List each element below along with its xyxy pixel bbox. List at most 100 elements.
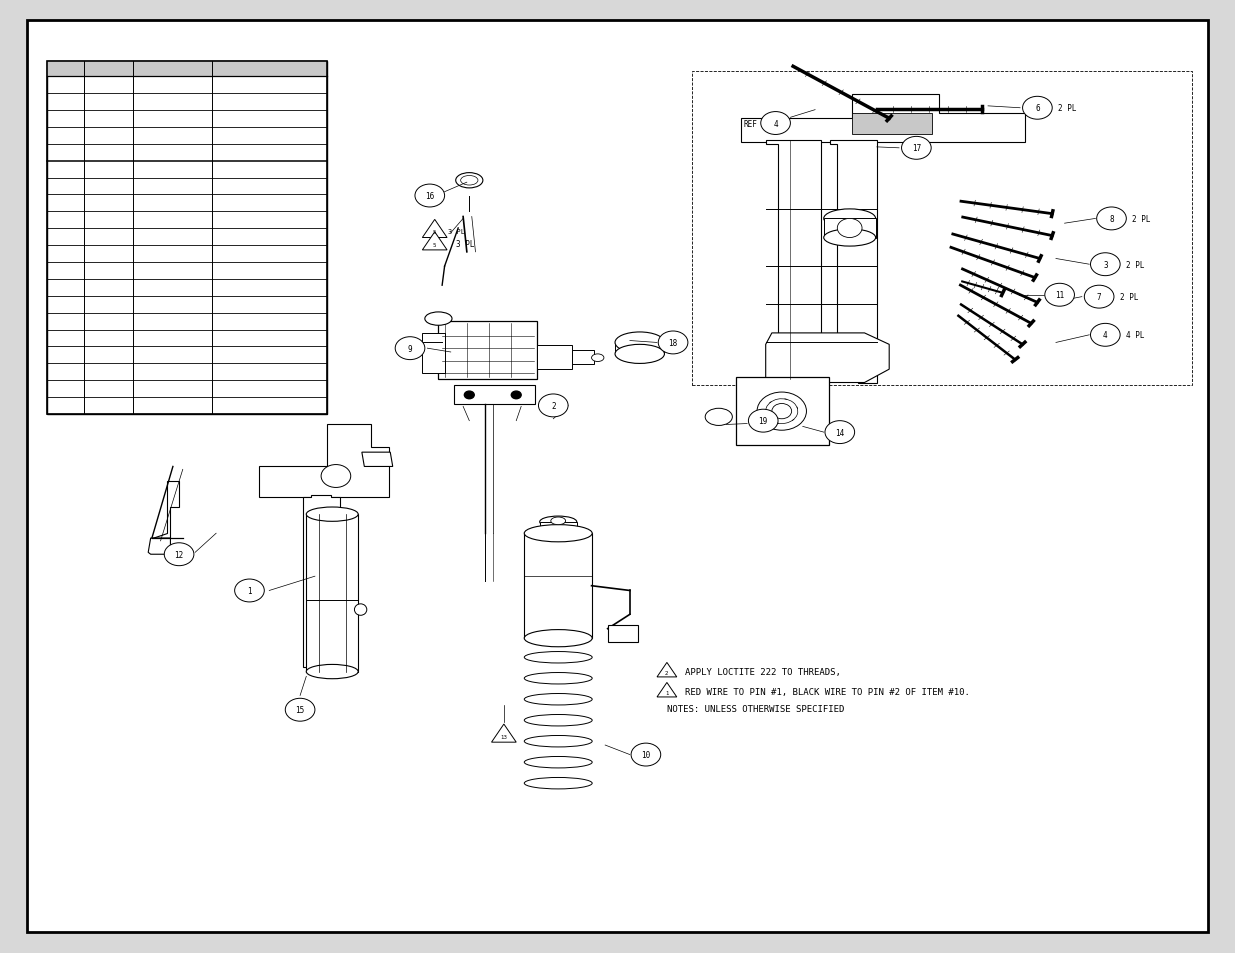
Circle shape (761, 112, 790, 135)
Bar (572, 351, 594, 365)
Polygon shape (766, 334, 889, 383)
Text: NOTES: UNLESS OTHERWISE SPECIFIED: NOTES: UNLESS OTHERWISE SPECIFIED (667, 704, 845, 714)
Ellipse shape (824, 210, 876, 229)
Polygon shape (830, 141, 877, 383)
Text: 9: 9 (408, 344, 412, 354)
Circle shape (464, 392, 474, 399)
Circle shape (511, 392, 521, 399)
Circle shape (837, 219, 862, 238)
Circle shape (321, 465, 351, 488)
Circle shape (1084, 286, 1114, 309)
Text: 6: 6 (1035, 104, 1040, 113)
Bar (852, 114, 932, 135)
Text: 18: 18 (668, 338, 678, 348)
Bar (608, 625, 638, 642)
Circle shape (772, 404, 792, 419)
Text: RED WIRE TO PIN #1, BLACK WIRE TO PIN #2 OF ITEM #10.: RED WIRE TO PIN #1, BLACK WIRE TO PIN #2… (685, 687, 971, 697)
Text: 12: 12 (174, 550, 184, 559)
Text: 5: 5 (433, 230, 436, 235)
Text: 3 PL: 3 PL (456, 239, 474, 249)
Text: 14: 14 (835, 428, 845, 437)
Text: 2: 2 (666, 670, 668, 675)
Text: 16: 16 (425, 192, 435, 201)
Circle shape (288, 700, 312, 720)
Bar (692, 71, 1192, 386)
Circle shape (1045, 284, 1074, 307)
Text: 1: 1 (247, 586, 252, 596)
Ellipse shape (354, 604, 367, 616)
Polygon shape (259, 424, 389, 497)
Polygon shape (492, 724, 516, 742)
Ellipse shape (425, 313, 452, 326)
Text: REF: REF (743, 119, 757, 129)
Bar (438, 322, 537, 379)
Ellipse shape (540, 517, 577, 528)
Ellipse shape (525, 525, 593, 542)
Circle shape (538, 395, 568, 417)
Circle shape (415, 185, 445, 208)
Polygon shape (362, 453, 393, 467)
Bar (615, 343, 664, 355)
Circle shape (285, 699, 315, 721)
Text: 4: 4 (1103, 331, 1108, 340)
Circle shape (1023, 97, 1052, 120)
Text: 17: 17 (911, 144, 921, 153)
Bar (47, 62, 327, 77)
Circle shape (1097, 208, 1126, 231)
Ellipse shape (824, 230, 876, 247)
Circle shape (395, 337, 425, 360)
Ellipse shape (551, 517, 566, 525)
Text: 4: 4 (773, 119, 778, 129)
Polygon shape (422, 233, 447, 251)
Text: 10: 10 (641, 750, 651, 760)
Circle shape (748, 410, 778, 433)
Text: APPLY LOCTITE 222 TO THREADS,: APPLY LOCTITE 222 TO THREADS, (685, 667, 841, 677)
Bar (306, 515, 358, 672)
Bar (736, 377, 829, 446)
Text: 3 PL: 3 PL (448, 229, 466, 234)
Polygon shape (152, 481, 179, 538)
Ellipse shape (306, 665, 358, 679)
Polygon shape (741, 95, 1025, 143)
Bar (422, 334, 445, 374)
Circle shape (631, 743, 661, 766)
Bar (47, 62, 327, 415)
Circle shape (757, 393, 806, 431)
Text: 2 PL: 2 PL (1126, 260, 1145, 270)
Circle shape (902, 137, 931, 160)
Text: 11: 11 (1055, 291, 1065, 300)
Ellipse shape (615, 345, 664, 364)
Text: 2 PL: 2 PL (1120, 293, 1139, 302)
Ellipse shape (615, 333, 664, 354)
Bar (824, 219, 876, 238)
Bar (540, 522, 577, 534)
Text: 19: 19 (758, 416, 768, 426)
Text: 5: 5 (433, 242, 436, 248)
Polygon shape (766, 141, 821, 383)
Polygon shape (148, 538, 170, 555)
Text: 4 PL: 4 PL (1126, 331, 1145, 340)
Text: 15: 15 (295, 705, 305, 715)
Polygon shape (657, 682, 677, 698)
Circle shape (658, 332, 688, 355)
Polygon shape (422, 220, 447, 238)
Text: 3: 3 (1103, 260, 1108, 270)
Text: 2: 2 (551, 401, 556, 411)
Bar (454, 386, 535, 405)
Ellipse shape (306, 507, 358, 522)
Ellipse shape (705, 409, 732, 426)
Polygon shape (303, 496, 340, 667)
Text: 8: 8 (1109, 214, 1114, 224)
Bar (537, 346, 572, 370)
Text: 7: 7 (1097, 293, 1102, 302)
Bar (524, 534, 592, 639)
Circle shape (1091, 324, 1120, 347)
Bar (47, 62, 327, 415)
Ellipse shape (456, 173, 483, 189)
Text: 15: 15 (295, 705, 305, 715)
Text: 2 PL: 2 PL (1058, 104, 1077, 113)
Text: 13: 13 (500, 734, 508, 740)
Circle shape (235, 579, 264, 602)
Ellipse shape (592, 355, 604, 362)
Circle shape (825, 421, 855, 444)
